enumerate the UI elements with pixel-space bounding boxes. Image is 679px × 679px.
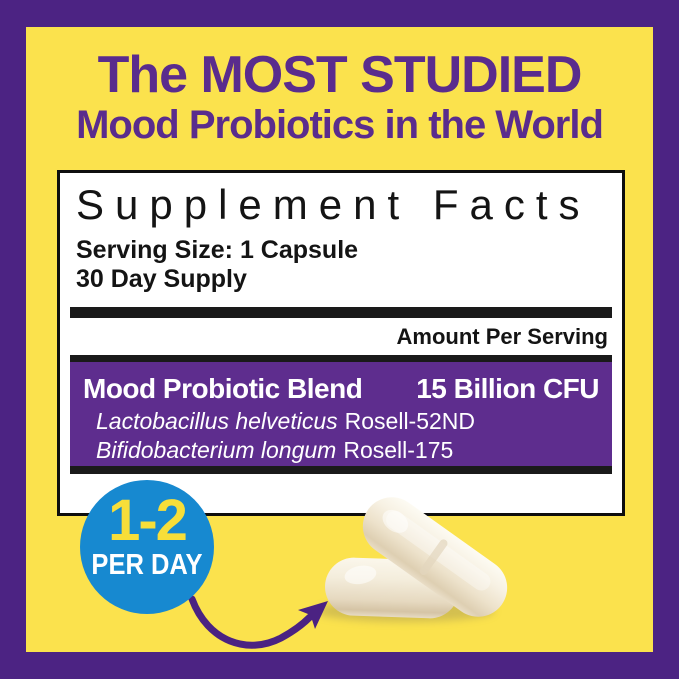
- headline-line2: Mood Probiotics in the World: [76, 103, 604, 147]
- strain-code: Rosell-175: [343, 437, 454, 463]
- probiotic-blend-band: Mood Probiotic Blend 15 Billion CFU Lact…: [70, 362, 612, 466]
- strain-species: Bifidobacterium longum: [96, 437, 337, 463]
- headline: The MOST STUDIED Mood Probiotics in the …: [26, 47, 653, 147]
- strain-code: Rosell-52ND: [344, 408, 476, 434]
- per-day-badge: 1-2 PER DAY: [80, 480, 214, 614]
- serving-size: Serving Size: 1 Capsule: [76, 236, 359, 264]
- badge-dose-number: 1-2: [108, 488, 188, 553]
- blend-amount: 15 Billion CFU: [416, 373, 599, 404]
- strain-row: Bifidobacterium longum Rosell-175: [83, 437, 599, 463]
- divider-thin: [70, 355, 612, 362]
- blend-name: Mood Probiotic Blend: [83, 373, 363, 404]
- blend-header-row: Mood Probiotic Blend 15 Billion CFU: [83, 373, 599, 405]
- inner-background: The MOST STUDIED Mood Probiotics in the …: [26, 27, 653, 652]
- divider-bottom: [70, 466, 612, 474]
- amount-per-serving-label: Amount Per Serving: [396, 324, 608, 349]
- divider-thick: [70, 307, 612, 318]
- headline-line1: The MOST STUDIED: [97, 46, 583, 104]
- strain-species: Lactobacillus helveticus: [96, 408, 338, 434]
- supplement-facts-panel: Supplement Facts Serving Size: 1 Capsule…: [57, 170, 625, 516]
- strain-row: Lactobacillus helveticus Rosell-52ND: [83, 408, 599, 434]
- badge-dose-label: PER DAY: [91, 549, 203, 581]
- panel-title: Supplement Facts: [76, 181, 591, 228]
- supply-duration: 30 Day Supply: [76, 265, 247, 293]
